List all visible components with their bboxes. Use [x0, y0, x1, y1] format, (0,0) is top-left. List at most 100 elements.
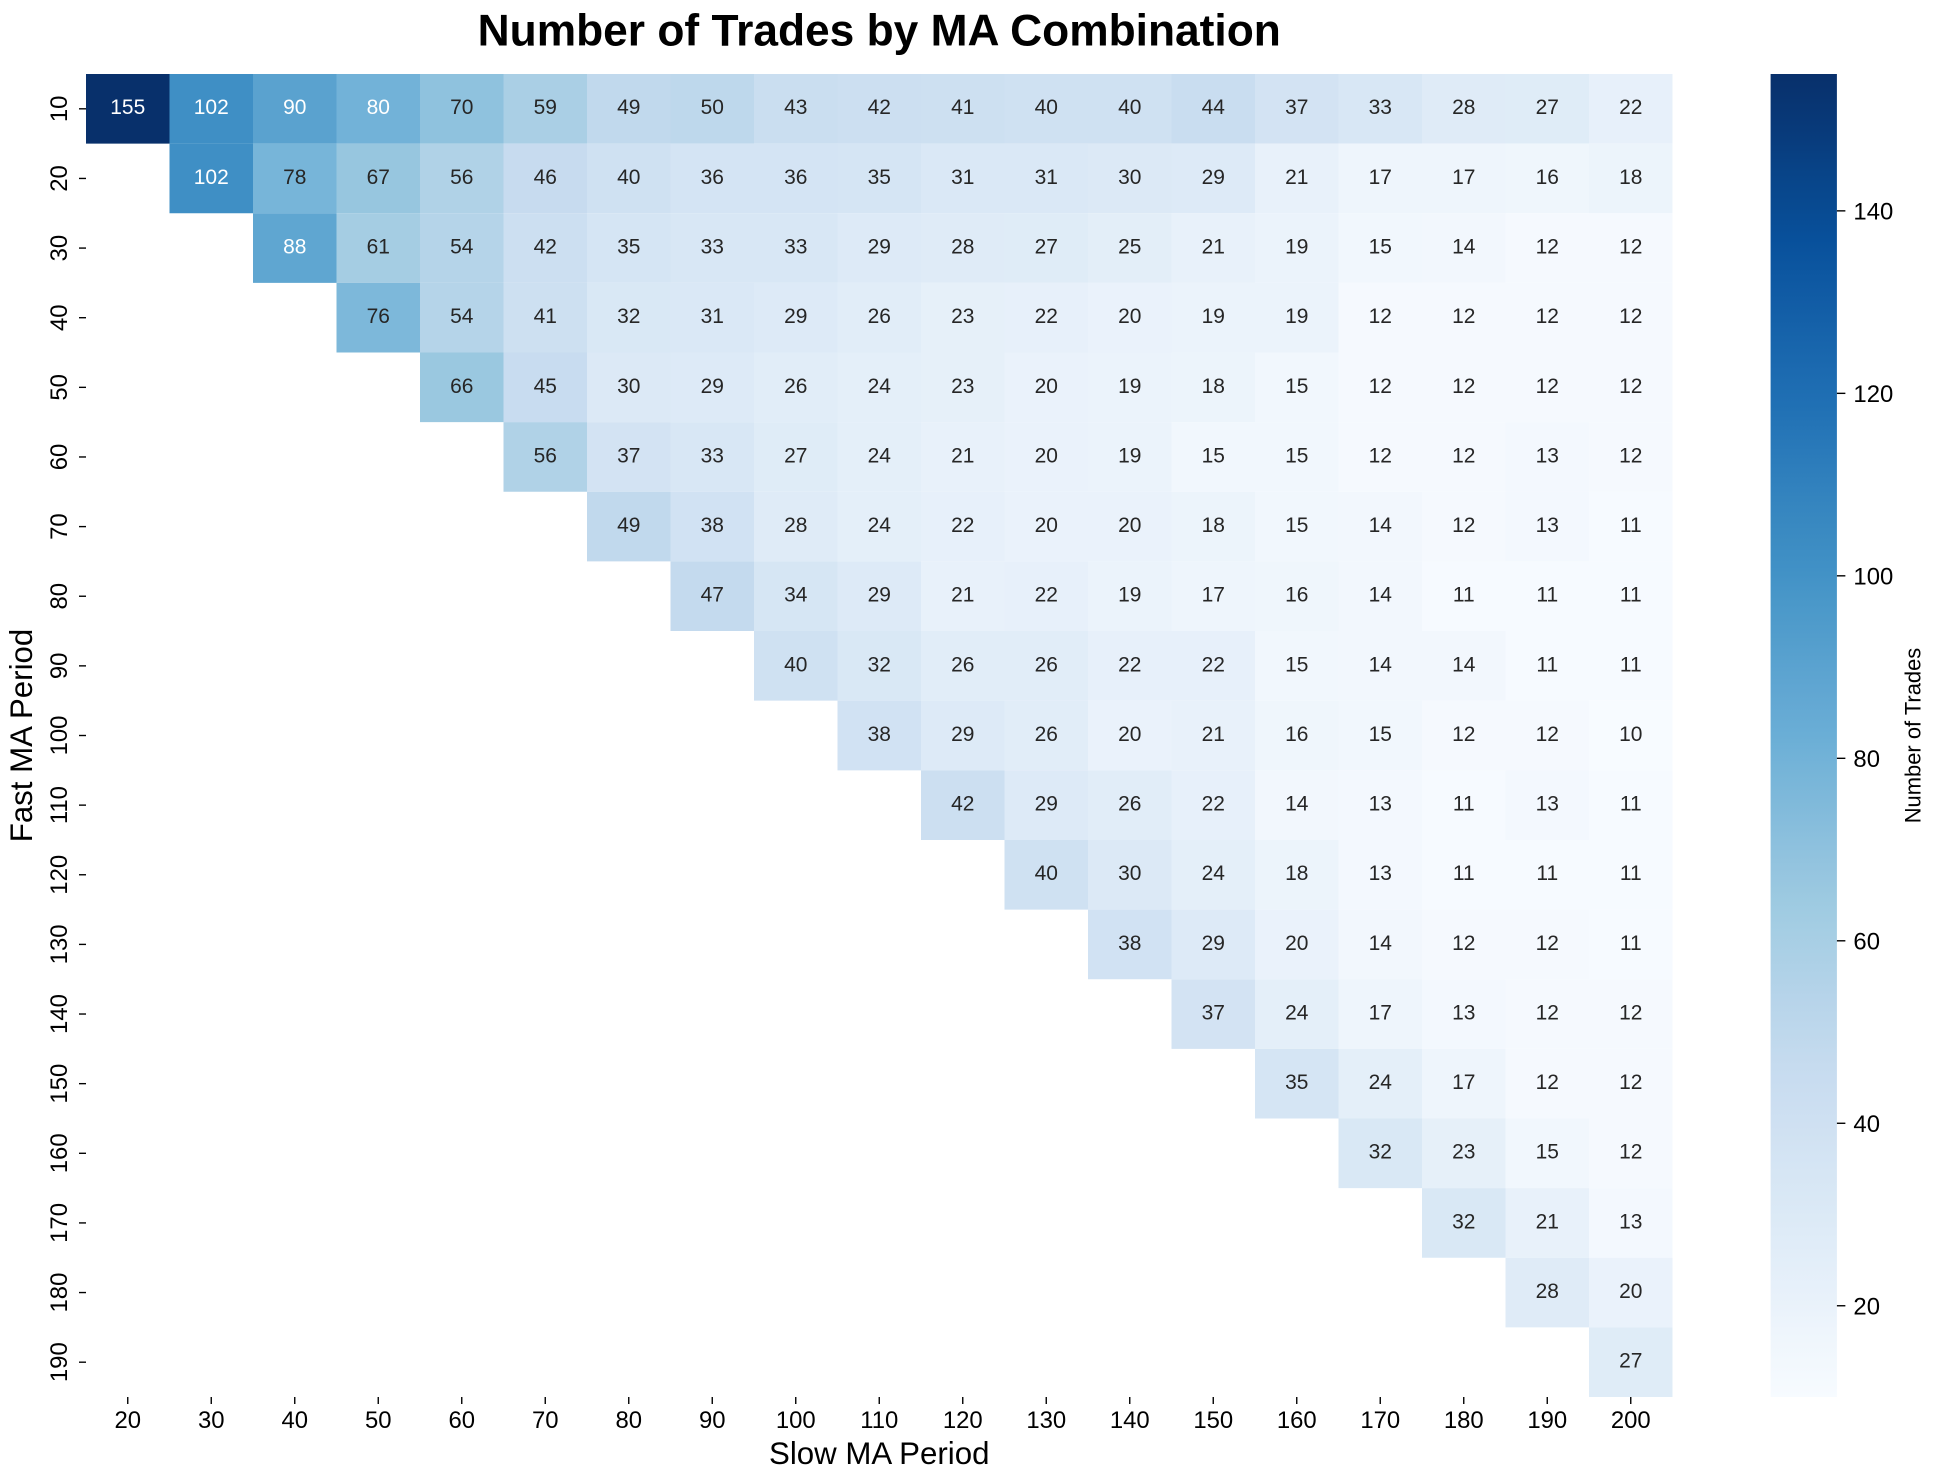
- svg-text:130: 130: [46, 924, 73, 964]
- svg-text:100: 100: [46, 716, 73, 756]
- svg-text:13: 13: [1619, 1210, 1642, 1233]
- svg-text:12: 12: [1536, 1001, 1559, 1024]
- svg-text:18: 18: [1619, 166, 1642, 189]
- svg-text:12: 12: [1536, 305, 1559, 328]
- svg-text:140: 140: [46, 994, 73, 1034]
- svg-text:22: 22: [951, 514, 974, 537]
- svg-text:28: 28: [951, 236, 974, 259]
- svg-text:22: 22: [1035, 584, 1058, 607]
- svg-text:38: 38: [701, 514, 724, 537]
- svg-text:21: 21: [1202, 723, 1225, 746]
- svg-text:19: 19: [1118, 584, 1141, 607]
- svg-text:29: 29: [1202, 932, 1225, 955]
- svg-text:30: 30: [1118, 166, 1141, 189]
- svg-text:140: 140: [1110, 1407, 1150, 1434]
- svg-text:26: 26: [1035, 723, 1058, 746]
- svg-text:26: 26: [1118, 793, 1141, 816]
- svg-text:13: 13: [1536, 514, 1559, 537]
- svg-text:26: 26: [951, 653, 974, 676]
- svg-text:15: 15: [1285, 375, 1308, 398]
- svg-text:12: 12: [1536, 1071, 1559, 1094]
- svg-text:11: 11: [1453, 862, 1475, 885]
- svg-text:22: 22: [1619, 96, 1642, 119]
- svg-text:70: 70: [532, 1407, 559, 1434]
- svg-text:70: 70: [450, 96, 473, 119]
- svg-text:16: 16: [1285, 723, 1308, 746]
- svg-text:24: 24: [868, 514, 892, 537]
- svg-text:180: 180: [1444, 1407, 1484, 1434]
- svg-text:120: 120: [1853, 381, 1893, 408]
- svg-text:12: 12: [1452, 375, 1475, 398]
- svg-text:27: 27: [784, 444, 807, 467]
- svg-text:41: 41: [951, 96, 974, 119]
- svg-text:67: 67: [367, 166, 390, 189]
- svg-text:19: 19: [1285, 236, 1308, 259]
- svg-text:21: 21: [951, 444, 974, 467]
- svg-text:31: 31: [951, 166, 974, 189]
- svg-text:36: 36: [784, 166, 807, 189]
- svg-text:32: 32: [617, 305, 640, 328]
- svg-text:70: 70: [46, 513, 73, 540]
- svg-text:22: 22: [1202, 793, 1225, 816]
- svg-text:20: 20: [1035, 375, 1058, 398]
- svg-text:17: 17: [1369, 1001, 1392, 1024]
- svg-text:17: 17: [1202, 584, 1225, 607]
- svg-text:12: 12: [1619, 1141, 1642, 1164]
- svg-text:29: 29: [784, 305, 807, 328]
- svg-text:60: 60: [448, 1407, 475, 1434]
- svg-text:21: 21: [1285, 166, 1308, 189]
- svg-text:27: 27: [1619, 1350, 1642, 1373]
- svg-text:40: 40: [784, 653, 807, 676]
- svg-text:14: 14: [1369, 932, 1393, 955]
- svg-text:29: 29: [1202, 166, 1225, 189]
- svg-text:47: 47: [701, 584, 724, 607]
- svg-text:Number of Trades by MA Combina: Number of Trades by MA Combination: [478, 7, 1281, 56]
- svg-text:40: 40: [1035, 96, 1058, 119]
- svg-text:24: 24: [868, 375, 892, 398]
- svg-text:15: 15: [1536, 1141, 1559, 1164]
- svg-text:14: 14: [1452, 653, 1476, 676]
- svg-text:20: 20: [1118, 514, 1141, 537]
- svg-text:12: 12: [1369, 305, 1392, 328]
- svg-text:24: 24: [1285, 1001, 1309, 1024]
- svg-text:66: 66: [450, 375, 473, 398]
- svg-text:37: 37: [1285, 96, 1308, 119]
- svg-text:18: 18: [1202, 375, 1225, 398]
- svg-text:29: 29: [868, 584, 891, 607]
- svg-text:12: 12: [1452, 444, 1475, 467]
- svg-text:11: 11: [1620, 653, 1642, 676]
- svg-text:17: 17: [1369, 166, 1392, 189]
- svg-text:29: 29: [868, 236, 891, 259]
- svg-text:100: 100: [776, 1407, 816, 1434]
- svg-text:30: 30: [617, 375, 640, 398]
- svg-text:40: 40: [281, 1407, 308, 1434]
- svg-text:110: 110: [46, 786, 73, 824]
- svg-text:13: 13: [1369, 793, 1392, 816]
- svg-text:34: 34: [784, 584, 808, 607]
- svg-text:33: 33: [701, 236, 724, 259]
- svg-text:38: 38: [1118, 932, 1141, 955]
- svg-text:90: 90: [283, 96, 306, 119]
- svg-text:150: 150: [1193, 1407, 1233, 1434]
- svg-text:12: 12: [1619, 305, 1642, 328]
- svg-text:11: 11: [1620, 862, 1642, 885]
- svg-text:12: 12: [1369, 444, 1392, 467]
- svg-text:61: 61: [367, 236, 390, 259]
- svg-text:23: 23: [951, 375, 974, 398]
- svg-text:14: 14: [1369, 584, 1393, 607]
- svg-text:20: 20: [1118, 723, 1141, 746]
- svg-text:120: 120: [943, 1407, 983, 1434]
- svg-text:12: 12: [1619, 1071, 1642, 1094]
- svg-text:60: 60: [46, 444, 73, 471]
- svg-text:155: 155: [110, 96, 145, 119]
- svg-text:20: 20: [1118, 305, 1141, 328]
- svg-text:100: 100: [1853, 563, 1893, 590]
- svg-text:45: 45: [534, 375, 557, 398]
- svg-text:11: 11: [1620, 514, 1642, 537]
- svg-text:15: 15: [1369, 723, 1392, 746]
- svg-text:12: 12: [1619, 375, 1642, 398]
- svg-text:80: 80: [615, 1407, 642, 1434]
- svg-text:50: 50: [46, 374, 73, 401]
- svg-text:90: 90: [46, 653, 73, 680]
- svg-text:28: 28: [1452, 96, 1475, 119]
